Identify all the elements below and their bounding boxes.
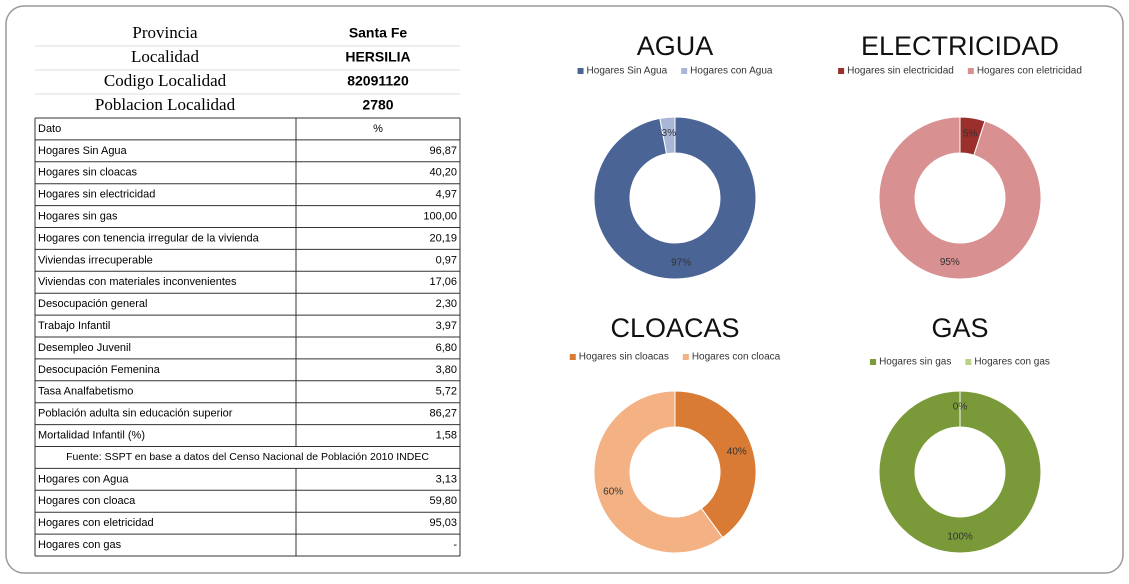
donut-slice bbox=[878, 390, 1042, 554]
donut-slice bbox=[593, 116, 757, 280]
cell-value: 2,30 bbox=[436, 298, 457, 310]
header-label: Provincia bbox=[132, 23, 198, 42]
legend-label: Hogares con Agua bbox=[690, 66, 773, 77]
cell-label: Hogares sin cloacas bbox=[38, 167, 138, 179]
cell-value: % bbox=[373, 123, 383, 135]
donut-slice bbox=[593, 390, 724, 554]
cell-value: 17,06 bbox=[429, 276, 457, 288]
frame bbox=[5, 5, 1124, 574]
cell-label: Hogares sin electricidad bbox=[38, 189, 155, 201]
source-note: Fuente: SSPT en base a datos del Censo N… bbox=[66, 451, 429, 463]
header-value: Santa Fe bbox=[349, 25, 408, 41]
cell-label: Hogares Sin Agua bbox=[38, 145, 128, 157]
legend-label: Hogares sin electricidad bbox=[847, 66, 954, 77]
legend-swatch bbox=[682, 354, 689, 360]
data-label: 95% bbox=[940, 257, 960, 268]
cell-label: Mortalidad Infantil (%) bbox=[38, 429, 145, 441]
cell-label: Viviendas irrecuperable bbox=[38, 254, 153, 266]
cell-value: 3,80 bbox=[436, 364, 457, 376]
cell-value: 59,80 bbox=[429, 495, 457, 507]
cell-value: 3,97 bbox=[436, 320, 457, 332]
data-label: 5% bbox=[963, 128, 978, 139]
cell-value: 100,00 bbox=[423, 210, 457, 222]
cell-label: Hogares con tenencia irregular de la viv… bbox=[38, 232, 260, 244]
data-label: 40% bbox=[727, 447, 747, 458]
header-label: Codigo Localidad bbox=[104, 71, 227, 90]
cell-label: Desocupación Femenina bbox=[38, 364, 161, 376]
legend-swatch bbox=[681, 68, 688, 74]
legend-label: Hogares Sin Agua bbox=[587, 66, 668, 77]
legend-swatch bbox=[838, 68, 845, 74]
header-value: HERSILIA bbox=[345, 49, 410, 65]
cell-value: 40,20 bbox=[429, 167, 457, 179]
cell-value: 5,72 bbox=[436, 386, 457, 398]
header-value: 2780 bbox=[362, 97, 393, 113]
cell-value: 20,19 bbox=[429, 232, 457, 244]
cell-label: Trabajo Infantil bbox=[38, 320, 110, 332]
cell-label: Dato bbox=[38, 123, 61, 135]
cell-label: Viviendas con materiales inconvenientes bbox=[38, 276, 237, 288]
cell-label: Hogares con Agua bbox=[38, 473, 129, 485]
legend-label: Hogares sin gas bbox=[879, 357, 951, 368]
cell-value: 95,03 bbox=[429, 517, 457, 529]
header-label: Localidad bbox=[131, 47, 199, 66]
cell-label: Hogares con gas bbox=[38, 539, 122, 551]
legend-label: Hogares con eletricidad bbox=[977, 66, 1082, 77]
data-label: 97% bbox=[671, 257, 691, 268]
legend-label: Hogares sin cloacas bbox=[579, 352, 669, 363]
legend-label: Hogares con gas bbox=[974, 357, 1050, 368]
cell-label: Tasa Analfabetismo bbox=[38, 386, 133, 398]
cell-label: Población adulta sin educación superior bbox=[38, 408, 233, 420]
cell-value: 1,58 bbox=[436, 429, 457, 441]
legend-swatch bbox=[965, 359, 972, 365]
data-label: 3% bbox=[662, 128, 677, 139]
cell-value: 0,97 bbox=[436, 254, 457, 266]
donut-slice bbox=[878, 116, 1042, 280]
data-label: 100% bbox=[947, 532, 973, 543]
legend-label: Hogares con cloaca bbox=[692, 352, 781, 363]
chart-title: GAS bbox=[931, 313, 988, 343]
legend-swatch bbox=[569, 354, 576, 360]
cell-label: Hogares con eletricidad bbox=[38, 517, 154, 529]
chart-title: ELECTRICIDAD bbox=[861, 31, 1059, 61]
donut-slice bbox=[659, 116, 676, 155]
legend-swatch bbox=[577, 68, 584, 74]
chart-title: CLOACAS bbox=[610, 313, 739, 343]
chart-title: AGUA bbox=[637, 31, 714, 61]
cell-value: 86,27 bbox=[429, 408, 457, 420]
cell-label: Desocupación general bbox=[38, 298, 147, 310]
cell-value: 4,97 bbox=[436, 189, 457, 201]
cell-value: 96,87 bbox=[429, 145, 457, 157]
header-label: Poblacion Localidad bbox=[95, 95, 236, 114]
cell-value: 6,80 bbox=[436, 342, 457, 354]
header-value: 82091120 bbox=[347, 73, 409, 89]
legend-swatch bbox=[967, 68, 974, 74]
cell-label: Hogares con cloaca bbox=[38, 495, 136, 507]
donut-slice bbox=[674, 390, 757, 539]
data-label: 60% bbox=[603, 487, 623, 498]
cell-label: Hogares sin gas bbox=[38, 210, 118, 222]
legend-swatch bbox=[870, 359, 877, 365]
cell-value: - bbox=[453, 539, 457, 551]
data-label: 0% bbox=[953, 402, 968, 413]
cell-label: Desempleo Juvenil bbox=[38, 342, 131, 354]
cell-value: 3,13 bbox=[436, 473, 457, 485]
